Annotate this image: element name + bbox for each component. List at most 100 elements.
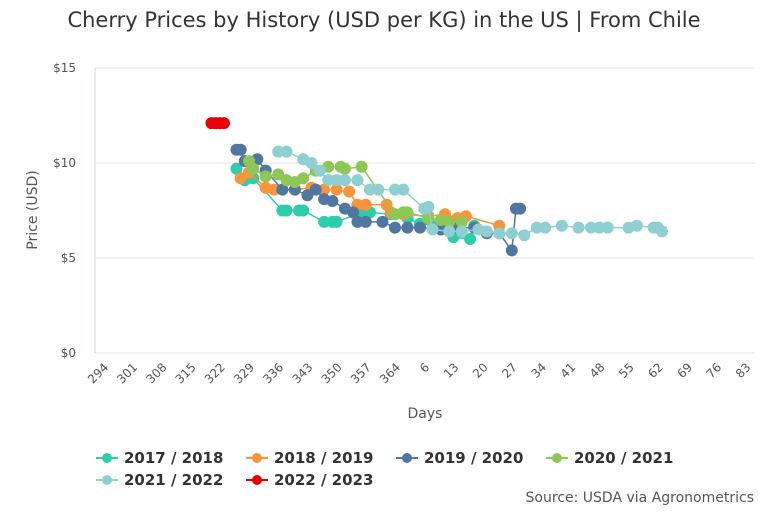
data-point[interactable] [455, 225, 468, 238]
data-point[interactable] [422, 200, 435, 213]
data-point[interactable] [259, 170, 272, 183]
data-point[interactable] [401, 206, 414, 219]
data-point[interactable] [555, 219, 568, 232]
x-tick-label: 20 [470, 360, 491, 381]
legend-marker-icon [96, 475, 118, 485]
data-point[interactable] [572, 221, 585, 234]
data-point[interactable] [426, 223, 439, 236]
data-point[interactable] [464, 233, 477, 245]
x-tick-label: 350 [319, 360, 345, 386]
legend-marker-icon [546, 453, 568, 463]
data-point[interactable] [363, 183, 376, 196]
data-point[interactable] [539, 221, 552, 234]
legend-item[interactable]: 2017 / 2018 [96, 448, 246, 468]
legend-marker-icon [96, 453, 118, 463]
data-point[interactable] [217, 117, 230, 130]
x-tick-label: 76 [704, 360, 725, 381]
legend-item[interactable]: 2021 / 2022 [96, 470, 246, 490]
data-point[interactable] [343, 185, 356, 198]
data-point[interactable] [514, 202, 527, 215]
data-point[interactable] [455, 215, 468, 228]
data-point[interactable] [351, 215, 364, 228]
data-point[interactable] [372, 183, 385, 196]
legend-item[interactable]: 2019 / 2020 [396, 448, 546, 468]
data-point[interactable] [330, 215, 343, 228]
data-point[interactable] [313, 164, 326, 177]
data-point[interactable] [326, 195, 339, 207]
legend-label: 2022 / 2023 [274, 471, 374, 489]
data-point[interactable] [230, 162, 243, 175]
data-point[interactable] [305, 157, 318, 169]
data-point[interactable] [585, 221, 598, 234]
x-tick-label: 55 [616, 360, 637, 381]
data-point[interactable] [234, 143, 247, 156]
x-tick-label: 6 [417, 360, 432, 375]
data-point[interactable] [272, 145, 285, 158]
data-point[interactable] [355, 160, 368, 173]
data-point[interactable] [493, 227, 506, 240]
data-point[interactable] [318, 215, 331, 228]
data-point[interactable] [443, 215, 456, 228]
data-point[interactable] [330, 183, 343, 196]
data-point[interactable] [280, 204, 293, 217]
x-tick-label: 41 [558, 360, 579, 381]
data-point[interactable] [505, 227, 518, 240]
data-point[interactable] [655, 225, 668, 238]
data-point[interactable] [276, 183, 289, 196]
x-tick-label: 329 [231, 360, 257, 386]
data-point[interactable] [359, 215, 372, 228]
x-axis-label: Days [408, 406, 443, 422]
data-point[interactable] [505, 244, 518, 257]
data-point[interactable] [268, 183, 281, 196]
x-tick-label: 301 [114, 360, 140, 386]
data-point[interactable] [280, 145, 293, 158]
data-point[interactable] [389, 183, 401, 196]
legend-item[interactable]: 2022 / 2023 [246, 470, 396, 490]
data-point[interactable] [376, 215, 389, 228]
data-point[interactable] [351, 174, 364, 187]
data-point[interactable] [347, 206, 360, 219]
series-2020-2021 [243, 155, 468, 228]
chart-plot: $0 $5 $10 $15 294 301 308 315 322 329 336 343 350 35… [25, 61, 755, 422]
legend-label: 2019 / 2020 [424, 449, 524, 467]
legend-label: 2020 / 2021 [574, 449, 674, 467]
x-tick-label: 364 [377, 360, 403, 386]
legend: 2017 / 2018 2018 / 2019 2019 / 2020 2020 / … [96, 448, 696, 490]
legend-marker-icon [246, 475, 268, 485]
x-tick-label: 357 [348, 360, 374, 386]
data-point[interactable] [330, 174, 343, 187]
x-tick-label: 13 [441, 360, 462, 381]
data-point[interactable] [297, 204, 310, 217]
series-2021-2022 [272, 145, 668, 242]
y-tick-label: $15 [53, 61, 76, 75]
legend-item[interactable]: 2020 / 2021 [546, 448, 696, 468]
x-tick-label: 294 [85, 360, 111, 386]
data-point[interactable] [318, 183, 331, 196]
data-point[interactable] [309, 183, 322, 196]
data-point[interactable] [414, 221, 427, 234]
data-point[interactable] [389, 221, 401, 234]
data-point[interactable] [297, 172, 310, 185]
legend-item[interactable]: 2018 / 2019 [246, 448, 396, 468]
data-point[interactable] [630, 219, 643, 232]
chart-title: Cherry Prices by History (USD per KG) in… [67, 8, 701, 32]
data-point[interactable] [518, 229, 531, 242]
data-point[interactable] [397, 183, 410, 196]
data-point[interactable] [593, 221, 606, 234]
data-point[interactable] [338, 162, 351, 175]
data-point[interactable] [530, 221, 543, 234]
x-tick-label: 62 [645, 360, 666, 381]
x-tick-label: 48 [587, 360, 608, 381]
data-point[interactable] [601, 221, 614, 234]
data-point[interactable] [322, 174, 335, 187]
data-point[interactable] [247, 162, 260, 175]
y-axis-label: Price (USD) [25, 170, 41, 249]
x-tick-label: 69 [674, 360, 695, 381]
x-tick-label: 27 [499, 360, 520, 381]
x-tick-label: 315 [173, 360, 199, 386]
data-point[interactable] [480, 225, 493, 238]
data-point[interactable] [443, 225, 456, 238]
data-point[interactable] [359, 198, 372, 211]
data-point[interactable] [401, 221, 414, 234]
data-point[interactable] [338, 174, 351, 187]
